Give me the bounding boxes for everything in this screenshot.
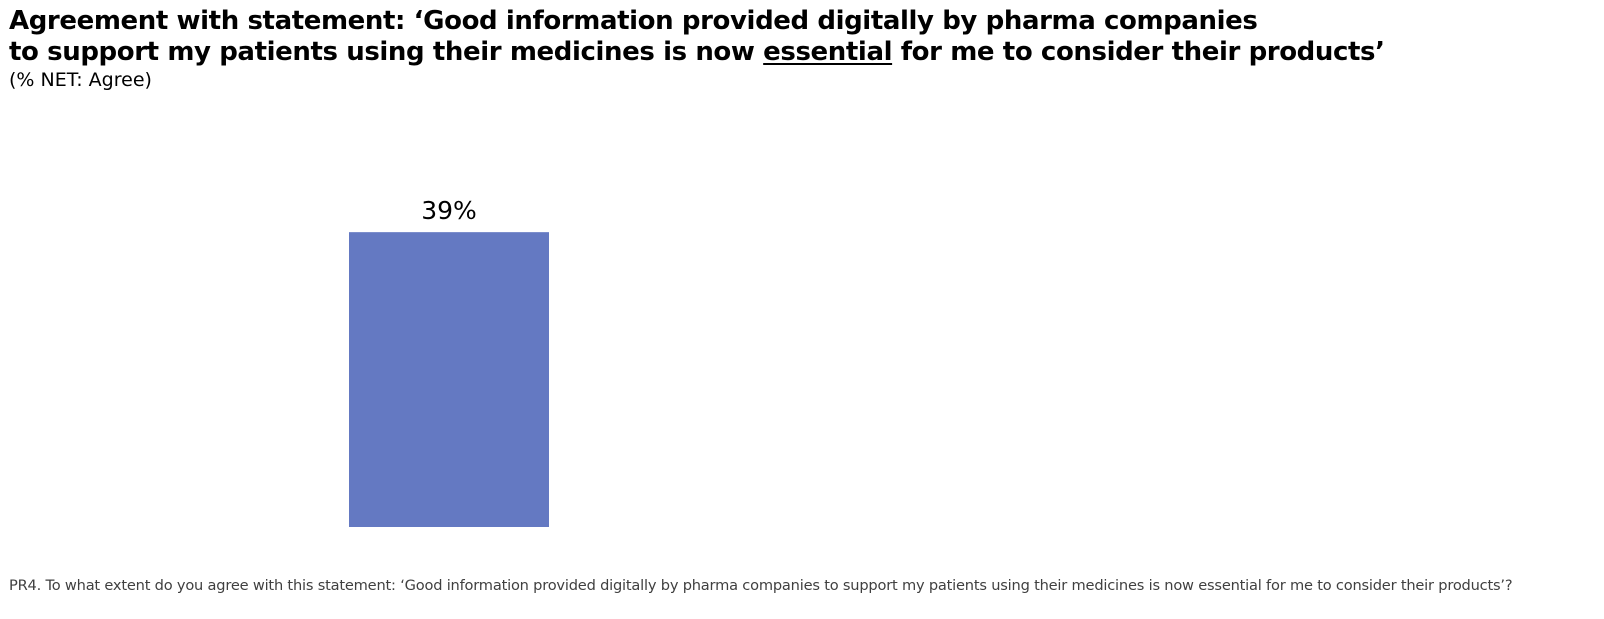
chart-title-block: Agreement with statement: ‘Good informat…	[9, 6, 1589, 92]
title-text-before-emphasis: to support my patients using their medic…	[9, 37, 764, 67]
bar-0	[349, 232, 549, 527]
title-emphasis-word: essential	[763, 37, 893, 67]
title-text-after-emphasis: for me to consider their products’	[892, 37, 1385, 67]
bar-value-label-0: 39%	[421, 196, 477, 225]
chart-title-line-2: to support my patients using their medic…	[9, 37, 1589, 68]
chart-footnote: PR4. To what extent do you agree with th…	[9, 577, 1513, 594]
chart-title-line-1: Agreement with statement: ‘Good informat…	[9, 6, 1258, 36]
chart-subtitle: (% NET: Agree)	[9, 69, 152, 91]
